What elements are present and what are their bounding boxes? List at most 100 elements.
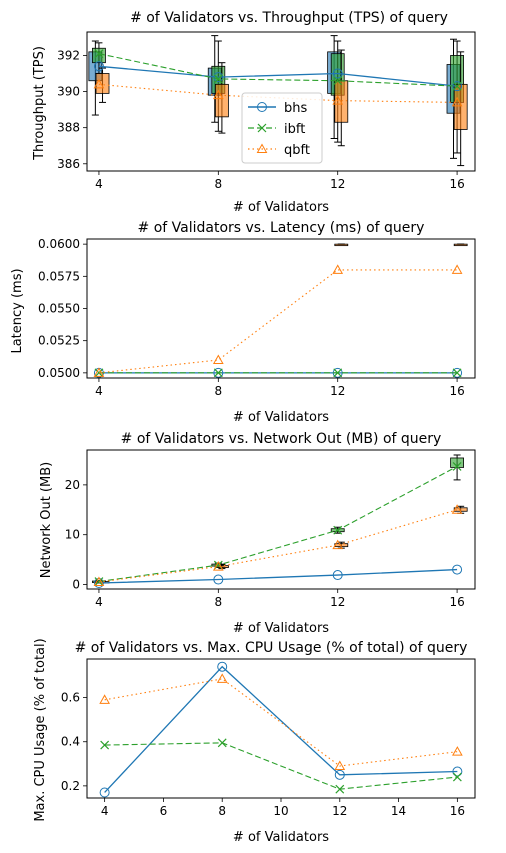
- data-point-bhs: [332, 570, 343, 581]
- x-tick-label: 16: [450, 804, 465, 818]
- plot-area: 4 8 12 16 0 10 20: [65, 449, 476, 609]
- data-point-bhs: [93, 61, 104, 72]
- y-tick-label: 0.0525: [38, 334, 80, 348]
- data-point-ibft: [452, 81, 462, 91]
- series-line-qbft: [98, 83, 458, 103]
- legend-label: bhs: [284, 101, 307, 116]
- chart-title: # of Validators vs. Latency (ms) of quer…: [138, 220, 425, 236]
- plot-area: 4 6 8 10 12 14 16 0.2 0.4 0.6: [61, 658, 476, 818]
- series-line-ibft: [98, 53, 458, 87]
- x-tick-label: 4: [95, 595, 103, 609]
- y-tick-label: 388: [57, 121, 80, 135]
- series-line-ibft: [98, 465, 458, 583]
- data-point-ibft: [452, 368, 462, 378]
- data-point-ibft: [333, 76, 343, 86]
- series-line-ibft: [104, 742, 458, 790]
- data-point-qbft: [216, 673, 228, 683]
- chart-panel-1: # of Validators vs. Throughput (TPS) of …: [32, 10, 476, 215]
- x-axis-label: # of Validators: [233, 410, 329, 425]
- chart-title: # of Validators vs. Throughput (TPS) of …: [130, 10, 448, 26]
- x-tick-label: 4: [95, 177, 103, 191]
- data-point-bhs: [452, 766, 463, 777]
- data-point-qbft: [332, 539, 344, 550]
- legend-marker-ibft: [257, 123, 267, 133]
- data-point-qbft: [451, 504, 463, 514]
- axes-frame: [86, 238, 476, 379]
- legend-entry-ibft: ibft: [248, 122, 305, 137]
- x-tick-label: 16: [449, 595, 464, 609]
- data-point-ibft: [333, 368, 343, 378]
- box-body: [95, 73, 110, 94]
- y-tick-label: 0.0575: [38, 269, 80, 283]
- series-line-qbft: [98, 269, 458, 374]
- chart-panel-3: # of Validators vs. Network Out (MB) of …: [39, 431, 476, 636]
- data-point-bhs: [213, 72, 224, 83]
- y-tick-label: 10: [65, 528, 80, 542]
- y-axis-label: Throughput (TPS): [32, 46, 47, 161]
- box-body: [450, 457, 464, 468]
- plot-area: 4 8 12 16 386 388 390 392: [57, 31, 476, 191]
- x-tick-label: 12: [332, 804, 347, 818]
- data-point-ibft: [213, 368, 223, 378]
- y-tick-label: 392: [57, 48, 80, 62]
- data-point-qbft: [212, 354, 224, 364]
- y-axis-label: Network Out (MB): [39, 462, 54, 578]
- legend-entry-bhs: bhs: [248, 101, 307, 116]
- data-point-bhs: [99, 787, 110, 798]
- y-tick-label: 0.4: [61, 735, 80, 749]
- data-point-qbft: [451, 264, 463, 274]
- data-point-ibft: [335, 784, 345, 794]
- legend-label: qbft: [284, 143, 310, 158]
- y-tick-label: 0.2: [61, 779, 80, 793]
- y-axis-label: Latency (ms): [10, 268, 25, 353]
- box-plot-ibft: [450, 454, 464, 481]
- x-tick-label: 14: [391, 804, 406, 818]
- x-axis-label: # of Validators: [233, 621, 329, 636]
- box-body: [453, 243, 468, 247]
- y-tick-label: 0.0600: [38, 237, 80, 251]
- y-tick-label: 390: [57, 85, 80, 99]
- chart-panel-2: # of Validators vs. Latency (ms) of quer…: [10, 220, 476, 425]
- y-tick-label: 386: [57, 157, 80, 171]
- box-body: [334, 243, 349, 247]
- legend-marker-qbft: [256, 143, 268, 153]
- x-tick-label: 16: [449, 177, 464, 191]
- data-point-qbft: [212, 89, 224, 100]
- x-tick-label: 6: [160, 804, 168, 818]
- series-line-bhs: [98, 568, 458, 584]
- y-tick-label: 0: [72, 578, 80, 592]
- y-tick-label: 0.0500: [38, 366, 80, 380]
- data-point-bhs: [452, 564, 463, 575]
- x-tick-label: 4: [95, 384, 103, 398]
- axes-frame: [86, 658, 476, 799]
- box-body: [92, 47, 106, 64]
- series-line-bhs: [104, 665, 458, 793]
- box-plot-qbft: [453, 51, 468, 167]
- legend-label: ibft: [284, 122, 305, 137]
- data-point-ibft: [217, 738, 227, 748]
- data-point-bhs: [334, 769, 345, 780]
- y-tick-label: 0.0550: [38, 302, 80, 316]
- data-point-qbft: [212, 561, 224, 571]
- box-plot-qbft: [334, 243, 349, 247]
- series-line-bhs: [98, 65, 458, 87]
- box-body: [453, 83, 468, 130]
- x-tick-label: 8: [215, 595, 223, 609]
- y-tick-label: 0.6: [61, 691, 80, 705]
- legend-entry-qbft: qbft: [248, 143, 310, 158]
- legend: bhs ibft qbft: [241, 92, 323, 164]
- chart-panel-4: # of Validators vs. Max. CPU Usage (% of…: [33, 638, 476, 845]
- x-tick-label: 12: [330, 595, 345, 609]
- data-point-qbft: [332, 264, 344, 274]
- data-point-qbft: [99, 694, 110, 704]
- x-tick-label: 8: [215, 177, 223, 191]
- chart-title: # of Validators vs. Network Out (MB) of …: [121, 431, 442, 447]
- data-point-bhs: [332, 68, 343, 79]
- data-point-qbft: [93, 367, 105, 377]
- data-point-ibft: [333, 525, 343, 535]
- series-line-qbft: [98, 509, 458, 583]
- data-point-qbft: [93, 78, 105, 89]
- plot-area: 4 8 12 16 0.0500 0.0525 0.0550 0.0575 0.0600: [38, 237, 476, 398]
- series-line-qbft: [104, 678, 458, 767]
